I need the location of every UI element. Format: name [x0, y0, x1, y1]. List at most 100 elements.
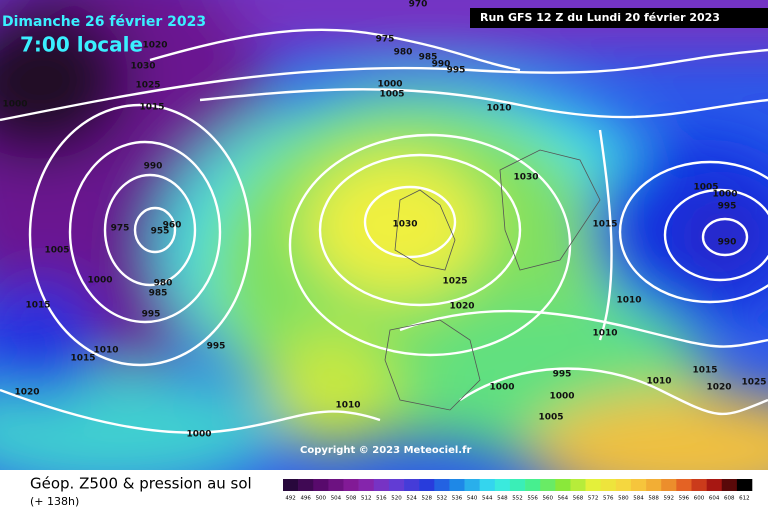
color-swatch	[555, 479, 571, 491]
level-label: 548	[497, 496, 508, 502]
isobar-label: 1015	[25, 301, 50, 311]
level-label: 516	[376, 496, 387, 502]
isobar-label: 995	[718, 202, 737, 212]
level-label: 612	[739, 496, 750, 502]
isobar-label: 1020	[14, 388, 39, 398]
level-label: 576	[603, 496, 614, 502]
isobar-label: 1010	[616, 296, 641, 306]
color-swatch	[298, 479, 314, 491]
isobar-label: 1005	[44, 246, 69, 256]
color-swatch	[358, 479, 375, 491]
level-label: 532	[437, 496, 448, 502]
color-swatch	[661, 479, 677, 491]
isobar-label: 1005	[693, 183, 718, 193]
level-label: 508	[346, 496, 357, 502]
isobar-label: 995	[207, 342, 226, 352]
color-swatch	[434, 479, 450, 491]
isobar-label: 975	[111, 224, 130, 234]
level-label: 588	[648, 496, 659, 502]
isobar-label: 1005	[379, 90, 404, 100]
color-swatch	[525, 479, 541, 491]
color-swatch	[540, 479, 556, 491]
run-box	[470, 8, 768, 28]
level-label: 564	[558, 496, 569, 502]
isobar-label: 1030	[130, 62, 155, 72]
isobar-label: 1015	[592, 220, 617, 230]
color-swatch	[494, 479, 511, 491]
isobar-label: 1000	[712, 190, 737, 200]
isobar-label: 1015	[692, 366, 717, 376]
color-swatch	[464, 479, 480, 491]
level-label: 496	[300, 496, 311, 502]
color-swatch	[419, 479, 435, 491]
color-swatch	[570, 479, 586, 491]
isobar-label: 985	[149, 289, 168, 299]
isobar-label: 960	[163, 221, 182, 231]
level-label: 572	[588, 496, 599, 502]
level-label: 500	[316, 496, 327, 502]
color-swatch	[676, 479, 692, 491]
isobar-label: 1015	[139, 103, 164, 113]
isobar-label: 955	[151, 227, 170, 237]
isobar-label: 1000	[87, 276, 112, 286]
copyright: Copyright © 2023 Meteociel.fr	[300, 445, 471, 456]
isobar-label: 1020	[706, 383, 731, 393]
date: Dimanche 26 février 2023	[2, 14, 206, 30]
color-swatch	[509, 479, 526, 491]
isobar-label: 1025	[135, 81, 160, 91]
isobar-label: 980	[394, 48, 413, 58]
color-swatch	[373, 479, 390, 491]
color-swatch	[283, 479, 299, 491]
color-swatch	[328, 479, 344, 491]
color-swatch	[585, 479, 602, 491]
legend-title: Géop. Z500 & pression au sol	[30, 475, 252, 493]
isobar-label: 990	[432, 60, 451, 70]
isobar-label: 1010	[93, 346, 118, 356]
level-label: 604	[709, 496, 720, 502]
color-swatch	[449, 479, 465, 491]
level-label: 512	[361, 496, 372, 502]
level-label: 556	[527, 496, 538, 502]
level-label: 568	[573, 496, 584, 502]
level-label: 596	[679, 496, 690, 502]
isobar-label: 1000	[489, 383, 514, 393]
level-label: 560	[543, 496, 554, 502]
level-label: 504	[331, 496, 342, 502]
isobar-label: 990	[718, 238, 737, 248]
color-swatch	[706, 479, 723, 491]
color-swatch	[600, 479, 617, 491]
level-label: 608	[724, 496, 735, 502]
coastlines	[384, 149, 601, 411]
color-swatch	[691, 479, 707, 491]
isobar-label: 1030	[513, 173, 538, 183]
color-swatch	[630, 479, 647, 491]
isobar-label: 985	[419, 53, 438, 63]
isobar-label: 975	[376, 35, 395, 45]
isobar-label: 1000	[2, 100, 27, 110]
color-swatch	[615, 479, 632, 491]
isobar-label: 995	[142, 310, 161, 320]
time: 7:00 locale	[20, 33, 143, 57]
isobar-label: 1010	[335, 401, 360, 411]
isobar-label: 995	[447, 66, 466, 76]
isobar-label: 1020	[449, 302, 474, 312]
isobar-label: 1025	[442, 277, 467, 287]
level-label: 544	[482, 496, 493, 502]
isobar-label: 970	[409, 0, 428, 10]
isobar-label: 995	[553, 370, 572, 380]
level-label: 520	[391, 496, 402, 502]
color-swatch	[404, 479, 420, 491]
isobar-label: 980	[154, 279, 173, 289]
isobar-label: 1030	[392, 220, 417, 230]
isobar-label: 1005	[538, 413, 563, 423]
level-label: 492	[285, 496, 296, 502]
color-swatch	[646, 479, 662, 491]
level-label: 536	[452, 496, 463, 502]
color-swatch	[721, 479, 738, 491]
level-label: 592	[664, 496, 675, 502]
color-swatch	[343, 479, 359, 491]
isobar-label: 1020	[142, 41, 167, 51]
level-label: 524	[406, 496, 417, 502]
